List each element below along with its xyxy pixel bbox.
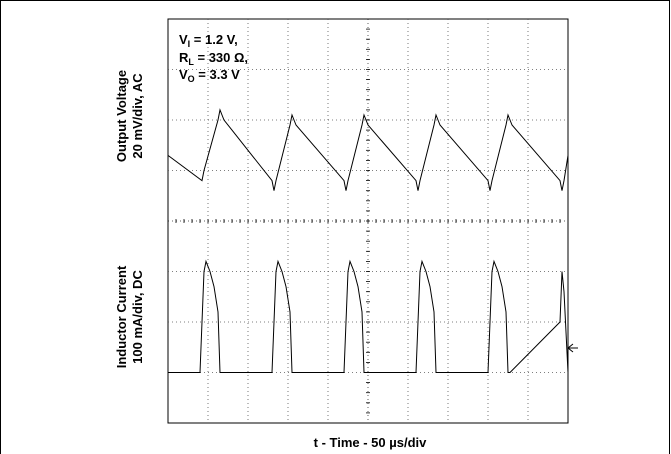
y-label-output-voltage-line1: Output Voltage [114, 70, 129, 162]
annotation-line-3: VO = 3.3 V [179, 67, 240, 84]
frame-left-border [0, 0, 1, 454]
annotation-line-1: VI = 1.2 V, [179, 32, 238, 49]
y-label-inductor-current: Inductor Current 100 mA/div, DC [114, 265, 145, 368]
y-label-output-voltage-line2: 20 mV/div, AC [130, 73, 145, 159]
frame-top-border [0, 0, 670, 1]
y-label-inductor-current-line1: Inductor Current [114, 265, 129, 368]
output-voltage-trace [167, 108, 569, 191]
y-label-output-voltage: Output Voltage 20 mV/div, AC [114, 70, 145, 162]
inductor-current-trace [168, 259, 569, 373]
annotation-line-2: RL = 330 Ω, [179, 50, 248, 67]
y-label-inductor-current-line2: 100 mA/div, DC [130, 270, 145, 364]
x-axis-label: t - Time - 50 µs/div [314, 435, 427, 450]
ground-marker-arrow-icon [567, 343, 578, 353]
frame-right-border [669, 0, 670, 454]
traces [167, 108, 569, 373]
grid [167, 18, 569, 424]
